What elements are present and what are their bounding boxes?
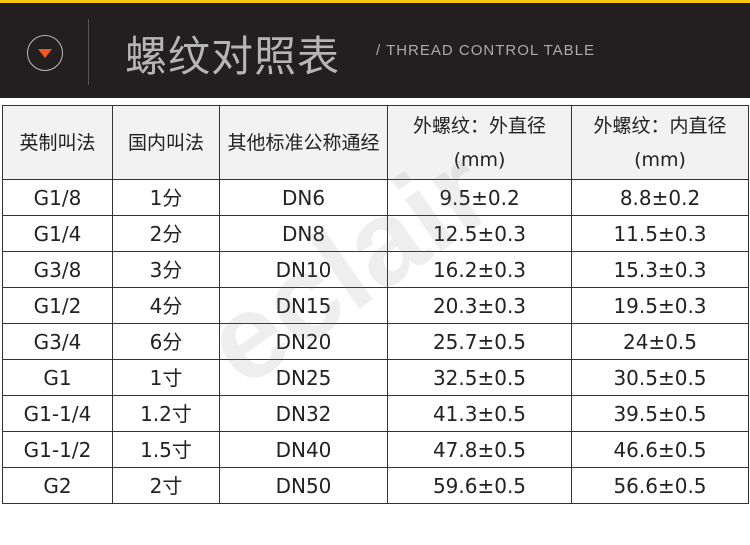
table-header-row: 英制叫法 国内叫法 其他标准公称通经 外螺纹：外直径(mm) 外螺纹：内直径(mm): [2, 105, 749, 180]
table-cell: G1/2: [2, 287, 113, 324]
page-title: 螺纹对照表: [125, 32, 341, 81]
table-cell: 24±0.5: [571, 323, 749, 360]
table-cell: G1-1/4: [2, 395, 113, 432]
table-row: G2 2寸 DN50 59.6±0.5 56.6±0.5: [2, 467, 749, 504]
table-cell: DN8: [219, 215, 388, 252]
chevron-down-circle-icon: [27, 35, 63, 71]
table-cell: 20.3±0.3: [387, 287, 572, 324]
table-cell: DN15: [219, 287, 388, 324]
table-cell: 4分: [112, 287, 220, 324]
table-cell: 12.5±0.3: [387, 215, 572, 252]
table-cell: DN50: [219, 467, 388, 504]
column-header: 英制叫法: [2, 105, 113, 180]
table-cell: 32.5±0.5: [387, 359, 572, 396]
table-cell: 2寸: [112, 467, 220, 504]
table-cell: 1.5寸: [112, 431, 220, 468]
top-accent-stripe: [0, 0, 750, 3]
table-row: G3/4 6分 DN20 25.7±0.5 24±0.5: [2, 323, 749, 360]
table-cell: G3/8: [2, 251, 113, 288]
header-banner: 螺纹对照表 / THREAD CONTROL TABLE: [0, 3, 750, 98]
table-cell: 15.3±0.3: [571, 251, 749, 288]
table-cell: 56.6±0.5: [571, 467, 749, 504]
table-cell: 47.8±0.5: [387, 431, 572, 468]
table-cell: DN6: [219, 179, 388, 216]
table-cell: 1寸: [112, 359, 220, 396]
table-cell: DN25: [219, 359, 388, 396]
table-cell: 11.5±0.3: [571, 215, 749, 252]
table-cell: 16.2±0.3: [387, 251, 572, 288]
table-row: G1-1/2 1.5寸 DN40 47.8±0.5 46.6±0.5: [2, 431, 749, 468]
thread-table: 英制叫法 国内叫法 其他标准公称通经 外螺纹：外直径(mm) 外螺纹：内直径(mm) G…: [2, 105, 749, 504]
table-cell: 1.2寸: [112, 395, 220, 432]
column-header: 国内叫法: [112, 105, 220, 180]
page-subtitle: / THREAD CONTROL TABLE: [376, 42, 595, 59]
table-cell: DN20: [219, 323, 388, 360]
table-cell: G1/4: [2, 215, 113, 252]
column-header: 其他标准公称通经: [219, 105, 388, 180]
divider: [88, 19, 89, 85]
table-cell: 6分: [112, 323, 220, 360]
table-cell: DN32: [219, 395, 388, 432]
table-row: G1/8 1分 DN6 9.5±0.2 8.8±0.2: [2, 179, 749, 216]
table-row: G1/4 2分 DN8 12.5±0.3 11.5±0.3: [2, 215, 749, 252]
table-cell: 41.3±0.5: [387, 395, 572, 432]
table-cell: 2分: [112, 215, 220, 252]
table-cell: G3/4: [2, 323, 113, 360]
table-cell: 3分: [112, 251, 220, 288]
table-cell: 25.7±0.5: [387, 323, 572, 360]
column-header: 外螺纹：内直径(mm): [571, 105, 749, 180]
table-cell: G1: [2, 359, 113, 396]
table-cell: 8.8±0.2: [571, 179, 749, 216]
table-cell: G1-1/2: [2, 431, 113, 468]
table-cell: G2: [2, 467, 113, 504]
table-cell: 9.5±0.2: [387, 179, 572, 216]
table-cell: G1/8: [2, 179, 113, 216]
table-row: G1/2 4分 DN15 20.3±0.3 19.5±0.3: [2, 287, 749, 324]
table-cell: 19.5±0.3: [571, 287, 749, 324]
table-row: G1-1/4 1.2寸 DN32 41.3±0.5 39.5±0.5: [2, 395, 749, 432]
table-cell: 30.5±0.5: [571, 359, 749, 396]
table-cell: 46.6±0.5: [571, 431, 749, 468]
table-cell: 59.6±0.5: [387, 467, 572, 504]
table-cell: 1分: [112, 179, 220, 216]
table-row: G1 1寸 DN25 32.5±0.5 30.5±0.5: [2, 359, 749, 396]
table-cell: 39.5±0.5: [571, 395, 749, 432]
column-header: 外螺纹：外直径(mm): [387, 105, 572, 180]
table-cell: DN40: [219, 431, 388, 468]
table-cell: DN10: [219, 251, 388, 288]
table-row: G3/8 3分 DN10 16.2±0.3 15.3±0.3: [2, 251, 749, 288]
